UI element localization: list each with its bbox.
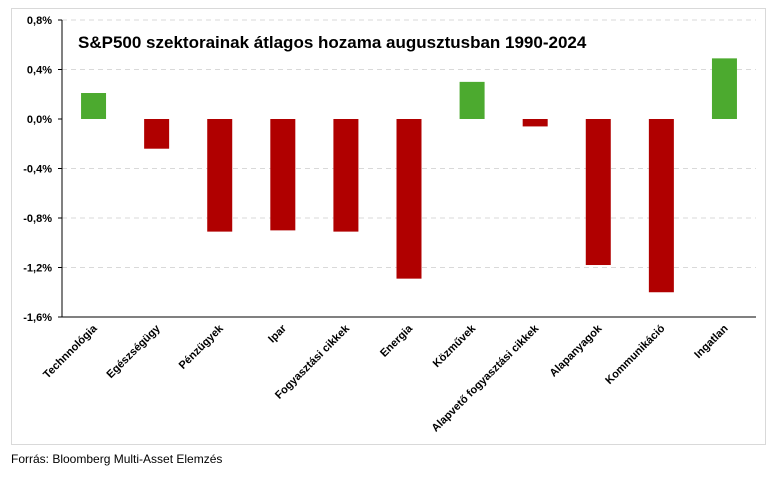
axes xyxy=(61,20,756,318)
bar xyxy=(333,119,359,232)
x-axis-labels: Technnológia Egészségügy Pénzügyek IparFogy… xyxy=(41,322,731,434)
bar xyxy=(648,119,674,293)
x-tick-label: Kommunikáció xyxy=(603,322,667,386)
x-tick-label: Technnológia xyxy=(41,322,100,381)
y-tick-label: 0,0% xyxy=(27,114,52,126)
chart-frame xyxy=(11,8,766,445)
y-tick-label: -1,6% xyxy=(23,312,52,324)
x-tick-label: Pénzügyek xyxy=(177,322,227,372)
x-tick-label: Egészségügy xyxy=(105,322,164,381)
x-tick-label: Ingatlan xyxy=(692,322,731,361)
y-tick-label: 0,4% xyxy=(27,65,52,77)
bar xyxy=(396,119,422,279)
y-tick-label: -0,8% xyxy=(23,213,52,225)
x-tick-label: Közművek xyxy=(431,322,479,370)
y-tick-label: -0,4% xyxy=(23,164,52,176)
source-note: Forrás: Bloomberg Multi-Asset Elemzés xyxy=(11,452,223,466)
y-tick-label: 0,8% xyxy=(27,15,52,27)
x-tick-label: Ipar xyxy=(266,322,289,345)
x-tick-label: Alapanyagok xyxy=(547,322,605,380)
y-axis-ticks: 0,8% 0,4% 0,0% -0,4% -0,8% -1,2% -1,6% xyxy=(23,15,62,324)
bar xyxy=(459,81,485,119)
y-tick-label: -1,2% xyxy=(23,263,52,275)
x-tick-label: Energia xyxy=(378,322,416,360)
bar xyxy=(711,58,737,119)
bars xyxy=(81,58,737,293)
bar xyxy=(522,119,548,127)
bar xyxy=(270,119,296,231)
bar xyxy=(207,119,233,232)
bar xyxy=(144,119,170,149)
bar xyxy=(585,119,611,266)
x-tick-label: Alapvető fogyasztási cikkek xyxy=(429,322,541,434)
chart: S&P500 szektorainak átlagos hozama augus… xyxy=(23,15,756,434)
bar xyxy=(81,93,107,119)
chart-title: S&P500 szektorainak átlagos hozama augus… xyxy=(78,33,587,52)
